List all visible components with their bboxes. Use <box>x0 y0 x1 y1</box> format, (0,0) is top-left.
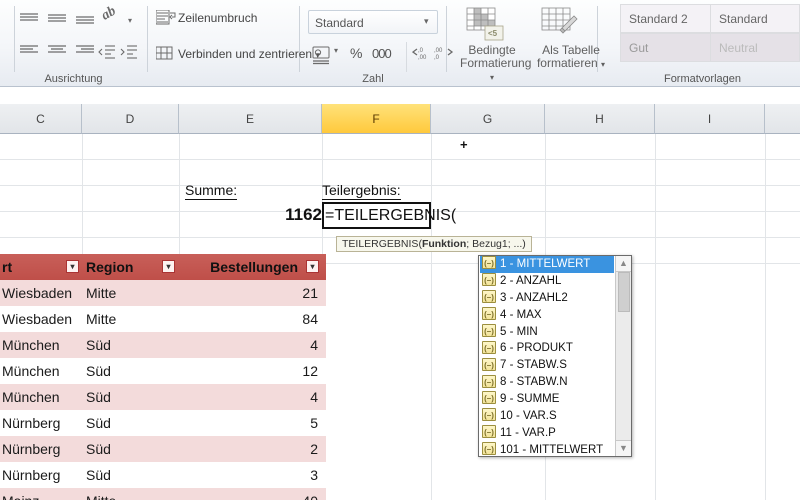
svg-text:,00: ,00 <box>434 48 443 54</box>
svg-text:<5: <5 <box>488 29 498 38</box>
svg-text:,00: ,00 <box>418 55 427 61</box>
svg-text:,0: ,0 <box>434 55 440 61</box>
svg-text:,0: ,0 <box>418 48 424 54</box>
